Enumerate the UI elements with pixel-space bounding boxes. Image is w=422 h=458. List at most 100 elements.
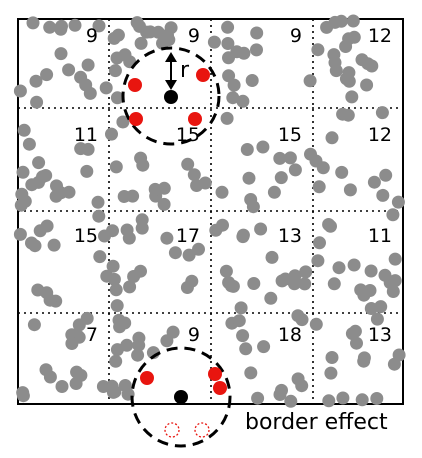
data-point [336, 107, 350, 121]
radius-arrow-head-bottom [165, 80, 177, 90]
data-point [81, 58, 95, 72]
neighbor-point [129, 112, 143, 126]
cell-count-label: 13 [278, 225, 302, 247]
data-point [134, 36, 148, 50]
data-point [92, 19, 106, 33]
data-point [74, 70, 88, 84]
data-point [113, 320, 127, 334]
radius-label: r [180, 58, 190, 83]
data-point [325, 131, 339, 145]
cell-count-label: 7 [86, 324, 98, 346]
data-point [251, 391, 265, 405]
cell-count-label: 12 [368, 25, 392, 47]
data-point [116, 115, 130, 129]
data-point [123, 280, 137, 294]
data-point [239, 342, 253, 356]
cell-count-label: 9 [188, 25, 200, 47]
data-point [168, 246, 182, 260]
center-point [164, 90, 178, 104]
data-point [106, 224, 119, 238]
data-point [26, 16, 40, 30]
neighbor-point [213, 381, 227, 395]
data-point [39, 363, 53, 377]
data-point [364, 264, 378, 278]
data-point [311, 43, 325, 57]
data-point [219, 264, 233, 278]
data-point [355, 393, 369, 407]
data-point [283, 151, 297, 165]
data-point [118, 48, 132, 62]
data-point [370, 312, 384, 326]
data-point [267, 185, 281, 199]
center-point [174, 390, 188, 404]
data-point [250, 43, 263, 57]
data-point [68, 18, 82, 32]
data-point [230, 45, 244, 59]
data-point [227, 78, 241, 92]
data-point [105, 127, 118, 141]
data-point [117, 190, 131, 203]
data-point [348, 324, 362, 338]
data-point [130, 16, 144, 30]
data-point [22, 137, 36, 151]
data-point [236, 230, 250, 244]
data-point [157, 197, 171, 211]
data-point [244, 366, 258, 380]
data-point [256, 140, 270, 154]
data-point [118, 379, 132, 392]
data-point [62, 63, 76, 77]
data-point [240, 143, 254, 156]
data-point [47, 238, 61, 252]
data-point [298, 277, 312, 291]
data-point [148, 182, 162, 196]
data-point [107, 272, 121, 286]
data-point [54, 47, 68, 61]
data-point [32, 156, 46, 170]
data-point [391, 195, 405, 209]
data-point [106, 385, 120, 399]
data-point [70, 365, 84, 379]
points-layer [13, 14, 406, 408]
data-point [33, 224, 47, 238]
data-point [386, 285, 400, 298]
data-point [288, 163, 302, 177]
data-point [93, 250, 107, 264]
data-point [72, 318, 86, 332]
data-point [322, 394, 336, 408]
data-point [335, 165, 349, 179]
data-point [106, 259, 120, 273]
data-point [347, 258, 361, 272]
data-point [160, 231, 174, 245]
data-point [329, 64, 343, 78]
cell-count-label: 9 [188, 324, 200, 346]
data-point [182, 248, 196, 262]
data-point [192, 242, 205, 256]
data-point [132, 338, 146, 352]
data-point [312, 180, 326, 194]
data-point [232, 314, 246, 328]
data-point [49, 189, 63, 203]
data-point [40, 68, 54, 82]
data-point [365, 59, 379, 73]
neighbor-point [196, 68, 210, 82]
cell-count-label: 12 [368, 124, 392, 146]
data-point [224, 279, 238, 293]
data-point [13, 84, 27, 98]
data-point [25, 236, 38, 250]
cell-count-label: 13 [368, 324, 392, 346]
data-point [388, 274, 402, 288]
data-point [236, 94, 250, 108]
data-point [273, 151, 287, 165]
border-effect-label: border effect [245, 410, 388, 435]
data-point [164, 21, 178, 35]
search-radius-circle [121, 46, 221, 146]
missing-neighbor-point [164, 422, 180, 438]
grid-lines [18, 19, 403, 404]
data-point [18, 194, 32, 208]
data-point [215, 185, 229, 199]
data-point [347, 30, 361, 44]
data-point [181, 157, 195, 171]
data-point [110, 299, 124, 313]
data-point [17, 123, 31, 137]
